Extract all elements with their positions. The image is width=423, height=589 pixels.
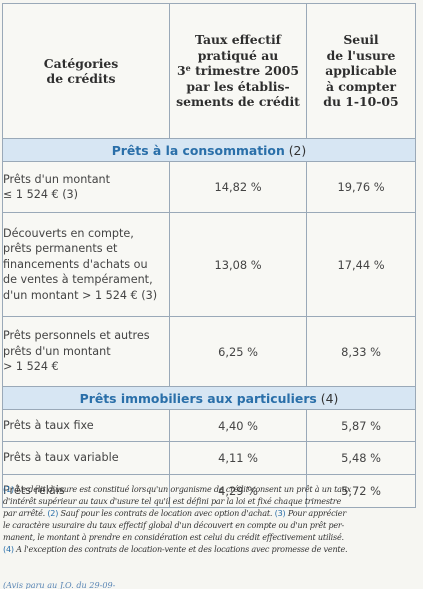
header-line: pratiqué au [197,47,279,63]
rate-cell: 4,11 % [169,441,307,475]
rate-cell: 13,08 % [169,212,307,317]
label-line: d'un montant > 1 524 € (3) [3,288,158,302]
label-line: Prêts relais [3,484,65,498]
footnote-number: (4) [3,544,14,555]
footnote-text: Sauf pour les contrats de location avec … [60,508,273,519]
header-usury-threshold: Seuil de l'usure applicable à compter du… [306,3,416,139]
footnote-text: A l'exception des contrats de location-v… [16,544,348,555]
row-label: Prêts relais [2,474,170,508]
section-title: Prêts à la consommation [111,142,285,158]
threshold-cell: 5,72 % [306,474,416,508]
footnotes: (1) Le délit d'usure est constitué lorsq… [3,483,417,556]
footnote-line: manent, le montant à prendre en considér… [3,532,344,543]
section-title: Prêts immobiliers aux particuliers [79,390,317,406]
label-line: Prêts à taux variable [3,451,119,465]
threshold-cell: 5,48 % [306,441,416,475]
label-line: de ventes à tempérament, [3,273,153,287]
label-line: Prêts d'un montant [3,172,111,186]
threshold-cell: 19,76 % [306,161,416,213]
source-note: (Avis paru au J.O. du 29-09-05) [3,580,116,589]
section-row-home-loans: Prêts immobiliers aux particuliers (4) [2,386,416,410]
header-line: Catégories [43,55,119,71]
label-line: Découverts en compte, [3,226,134,240]
table-row: Prêts à taux variable 4,11 % 5,48 % [2,441,416,475]
footnote-line: d'intérêt supérieur au taux d'usure tel … [3,496,342,507]
row-label: Prêts d'un montant ≤ 1 524 € (3) [2,161,170,213]
section-note: (4) [320,390,339,406]
threshold-cell: 5,87 % [306,409,416,442]
usury-rates-table: Catégories de crédits Taux effectif prat… [2,3,416,508]
rate-cell: 4,40 % [169,409,307,442]
rate-cell: 6,25 % [169,316,307,387]
footnote-number: (3) [274,508,286,519]
label-line: Prêts à taux fixe [3,418,94,432]
footnote-number: (2) [47,508,59,519]
row-label: Découverts en compte, prêts permanents e… [2,212,170,317]
header-line: de l'usure [326,47,396,63]
footnote-text: Le délit d'usure est constitué lorsqu'un… [16,484,352,494]
footnote-text: par arrêté. [3,508,45,519]
superscript: e [185,63,191,74]
label-line: prêts d'un montant [3,344,111,358]
header-line: de crédits [46,71,116,86]
footnote-line: le caractère usuraire du taux effectif g… [3,520,345,531]
threshold-cell: 8,33 % [306,316,416,387]
table-row: Prêts d'un montant ≤ 1 524 € (3) 14,82 %… [2,161,416,213]
section-header: Prêts immobiliers aux particuliers (4) [2,386,416,410]
header-line: 3e trimestre 2005 [177,63,299,79]
header-line: par les établis- [186,78,290,94]
section-row-consumer-loans: Prêts à la consommation (2) [2,138,416,162]
row-label: Prêts à taux variable [2,441,170,475]
table-row: Prêts à taux fixe 4,40 % 5,87 % [2,409,416,442]
header-line: applicable [325,63,397,79]
header-effective-rate: Taux effectif pratiqué au 3e trimestre 2… [169,3,307,139]
header-categories: Catégories de crédits [2,3,170,139]
rate-cell: 14,82 % [169,161,307,213]
label-line: prêts permanents et [3,242,118,256]
section-note: (2) [288,142,307,158]
row-label: Prêts personnels et autres prêts d'un mo… [2,316,170,387]
footnote-line: (1) Le délit d'usure est constitué lorsq… [3,483,417,495]
label-line: > 1 524 € [3,360,59,374]
header-line: Taux effectif [194,32,281,48]
threshold-cell: 17,44 % [306,212,416,317]
footnote-number: (1) [3,484,14,494]
section-header: Prêts à la consommation (2) [2,138,416,162]
table-row: Prêts personnels et autres prêts d'un mo… [2,316,416,387]
footnote-text: Pour apprécier [287,508,347,519]
label-line: ≤ 1 524 € (3) [3,188,79,201]
table-row: Découverts en compte, prêts permanents e… [2,212,416,317]
row-label: Prêts à taux fixe [2,409,170,442]
table-header-row: Catégories de crédits Taux effectif prat… [2,3,416,139]
table-row: Prêts relais 4,29 % 5,72 % [2,474,416,508]
footnote-line: par arrêté. (2) Sauf pour les contrats d… [3,507,417,519]
header-line: à compter [325,78,397,94]
footnote-line: (4) A l'exception des contrats de locati… [3,543,417,555]
header-line: Seuil [343,32,379,48]
header-line: du 1-10-05 [323,94,399,110]
label-line: Prêts personnels et autres [3,329,150,343]
label-line: financements d'achats ou [3,257,148,271]
header-line: sements de crédit [176,94,300,110]
